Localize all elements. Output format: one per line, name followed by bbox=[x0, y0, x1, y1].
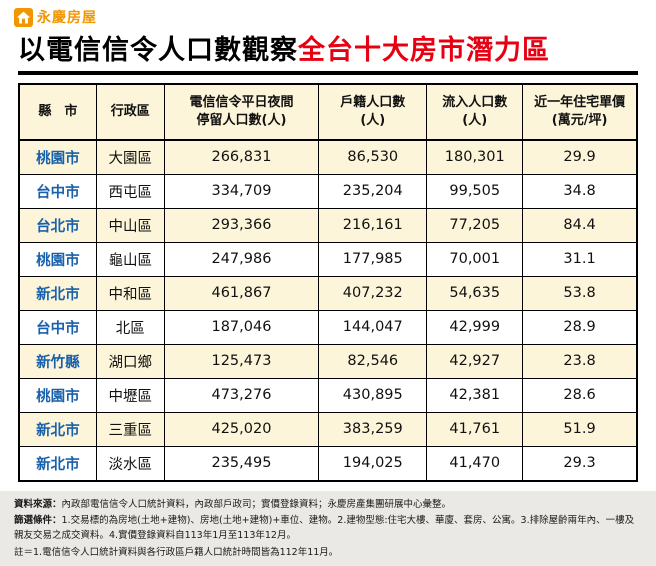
col-header-unit-price: 近一年住宅單價 (萬元/坪) bbox=[522, 83, 638, 141]
footnote-filter: 篩選條件：1.交易標的為房地(土地+建物)、房地(土地+建物)+車位、建物。2.… bbox=[14, 514, 642, 543]
inflow-pop-cell: 42,999 bbox=[426, 309, 524, 345]
telecom-pop-cell: 266,831 bbox=[163, 139, 320, 175]
district-cell: 龜山區 bbox=[95, 241, 165, 277]
district-cell: 西屯區 bbox=[95, 173, 165, 209]
table-row: 桃園市 龜山區 247,986 177,985 70,001 31.1 bbox=[18, 241, 638, 277]
county-cell: 桃園市 bbox=[18, 241, 97, 277]
inflow-pop-cell: 70,001 bbox=[426, 241, 524, 277]
col-header-inflow-pop: 流入人口數 (人) bbox=[426, 83, 524, 141]
telecom-pop-cell: 425,020 bbox=[163, 411, 320, 447]
unit-price-cell: 53.8 bbox=[522, 275, 638, 311]
house-icon bbox=[14, 7, 33, 27]
table-row: 桃園市 中壢區 473,276 430,895 42,381 28.6 bbox=[18, 377, 638, 413]
table-row: 新竹縣 湖口鄉 125,473 82,546 42,927 23.8 bbox=[18, 343, 638, 379]
inflow-pop-cell: 180,301 bbox=[426, 139, 524, 175]
footnote-source-text: 內政部電信信令人口統計資料，內政部戶政司；實價登錄資料；永慶房產集團研展中心彙整… bbox=[61, 498, 452, 510]
footnote-note-text: 註＝1.電信信令人口統計資料與各行政區戶籍人口統計時間皆為112年11月。 bbox=[14, 546, 339, 558]
brand-name: 永慶房屋 bbox=[37, 10, 97, 26]
telecom-pop-cell: 235,495 bbox=[163, 445, 320, 482]
inflow-pop-cell: 77,205 bbox=[426, 207, 524, 243]
district-cell: 湖口鄉 bbox=[95, 343, 165, 379]
registered-pop-cell: 235,204 bbox=[318, 173, 428, 209]
table-body: 桃園市 大園區 266,831 86,530 180,301 29.9 台中市 西屯區 334,… bbox=[18, 139, 638, 482]
unit-price-cell: 28.9 bbox=[522, 309, 638, 345]
table-row: 台中市 北區 187,046 144,047 42,999 28.9 bbox=[18, 309, 638, 345]
col-header-registered-pop: 戶籍人口數 (人) bbox=[318, 83, 428, 141]
district-cell: 淡水區 bbox=[95, 445, 165, 482]
potential-areas-table: 縣 市 行政區 電信信令平日夜間 停留人口數(人) 戶籍人口數 (人) 流入人口… bbox=[18, 82, 638, 482]
telecom-pop-cell: 125,473 bbox=[163, 343, 320, 379]
county-cell: 台中市 bbox=[18, 309, 97, 345]
inflow-pop-cell: 42,927 bbox=[426, 343, 524, 379]
title-black-part: 以電信信令人口數觀察 bbox=[18, 34, 298, 66]
registered-pop-cell: 82,546 bbox=[318, 343, 428, 379]
table-container: 縣 市 行政區 電信信令平日夜間 停留人口數(人) 戶籍人口數 (人) 流入人口… bbox=[18, 82, 638, 482]
county-cell: 桃園市 bbox=[18, 139, 97, 175]
unit-price-cell: 34.8 bbox=[522, 173, 638, 209]
unit-price-cell: 31.1 bbox=[522, 241, 638, 277]
unit-price-cell: 51.9 bbox=[522, 411, 638, 447]
registered-pop-cell: 407,232 bbox=[318, 275, 428, 311]
district-cell: 中和區 bbox=[95, 275, 165, 311]
unit-price-cell: 29.9 bbox=[522, 139, 638, 175]
footnote-source: 資料來源：內政部電信信令人口統計資料，內政部戶政司；實價登錄資料；永慶房產集團研… bbox=[14, 498, 642, 513]
table-row: 台北市 中山區 293,366 216,161 77,205 84.4 bbox=[18, 207, 638, 243]
col-header-telecom-pop: 電信信令平日夜間 停留人口數(人) bbox=[163, 83, 320, 141]
telecom-pop-cell: 293,366 bbox=[163, 207, 320, 243]
telecom-pop-cell: 247,986 bbox=[163, 241, 320, 277]
district-cell: 中壢區 bbox=[95, 377, 165, 413]
table-row: 新北市 三重區 425,020 383,259 41,761 51.9 bbox=[18, 411, 638, 447]
registered-pop-cell: 430,895 bbox=[318, 377, 428, 413]
district-cell: 三重區 bbox=[95, 411, 165, 447]
unit-price-cell: 28.6 bbox=[522, 377, 638, 413]
footnotes: 資料來源：內政部電信信令人口統計資料，內政部戶政司；實價登錄資料；永慶房產集團研… bbox=[0, 490, 656, 566]
registered-pop-cell: 194,025 bbox=[318, 445, 428, 482]
inflow-pop-cell: 41,761 bbox=[426, 411, 524, 447]
registered-pop-cell: 86,530 bbox=[318, 139, 428, 175]
inflow-pop-cell: 54,635 bbox=[426, 275, 524, 311]
header-row: 縣 市 行政區 電信信令平日夜間 停留人口數(人) 戶籍人口數 (人) 流入人口… bbox=[18, 83, 638, 141]
registered-pop-cell: 216,161 bbox=[318, 207, 428, 243]
col-header-county: 縣 市 bbox=[18, 83, 97, 141]
registered-pop-cell: 144,047 bbox=[318, 309, 428, 345]
table-row: 桃園市 大園區 266,831 86,530 180,301 29.9 bbox=[18, 139, 638, 175]
county-cell: 桃園市 bbox=[18, 377, 97, 413]
county-cell: 新竹縣 bbox=[18, 343, 97, 379]
inflow-pop-cell: 41,470 bbox=[426, 445, 524, 482]
telecom-pop-cell: 473,276 bbox=[163, 377, 320, 413]
col-header-district: 行政區 bbox=[95, 83, 165, 141]
district-cell: 中山區 bbox=[95, 207, 165, 243]
inflow-pop-cell: 99,505 bbox=[426, 173, 524, 209]
footnote-source-label: 資料來源： bbox=[14, 498, 62, 510]
registered-pop-cell: 383,259 bbox=[318, 411, 428, 447]
unit-price-cell: 29.3 bbox=[522, 445, 638, 482]
county-cell: 台中市 bbox=[18, 173, 97, 209]
footnote-filter-text: 1.交易標的為房地(土地+建物)、房地(土地+建物)+車位、建物。2.建物型態:… bbox=[14, 515, 635, 541]
table-row: 新北市 淡水區 235,495 194,025 41,470 29.3 bbox=[18, 445, 638, 482]
table-row: 台中市 西屯區 334,709 235,204 99,505 34.8 bbox=[18, 173, 638, 209]
page-title: 以電信信令人口數觀察全台十大房市潛力區 bbox=[18, 35, 638, 66]
title-block: 以電信信令人口數觀察全台十大房市潛力區 bbox=[18, 35, 638, 75]
county-cell: 新北市 bbox=[18, 411, 97, 447]
registered-pop-cell: 177,985 bbox=[318, 241, 428, 277]
inflow-pop-cell: 42,381 bbox=[426, 377, 524, 413]
unit-price-cell: 23.8 bbox=[522, 343, 638, 379]
footnote-filter-label: 篩選條件： bbox=[14, 515, 62, 527]
table-row: 新北市 中和區 461,867 407,232 54,635 53.8 bbox=[18, 275, 638, 311]
county-cell: 台北市 bbox=[18, 207, 97, 243]
county-cell: 新北市 bbox=[18, 445, 97, 482]
telecom-pop-cell: 334,709 bbox=[163, 173, 320, 209]
district-cell: 大園區 bbox=[95, 139, 165, 175]
district-cell: 北區 bbox=[95, 309, 165, 345]
top-bar: 永慶房屋 bbox=[0, 0, 656, 33]
footnote-note: 註＝1.電信信令人口統計資料與各行政區戶籍人口統計時間皆為112年11月。 bbox=[14, 546, 642, 561]
unit-price-cell: 84.4 bbox=[522, 207, 638, 243]
telecom-pop-cell: 461,867 bbox=[163, 275, 320, 311]
telecom-pop-cell: 187,046 bbox=[163, 309, 320, 345]
brand-logo: 永慶房屋 bbox=[14, 7, 97, 27]
county-cell: 新北市 bbox=[18, 275, 97, 311]
title-red-part: 全台十大房市潛力區 bbox=[298, 34, 550, 66]
